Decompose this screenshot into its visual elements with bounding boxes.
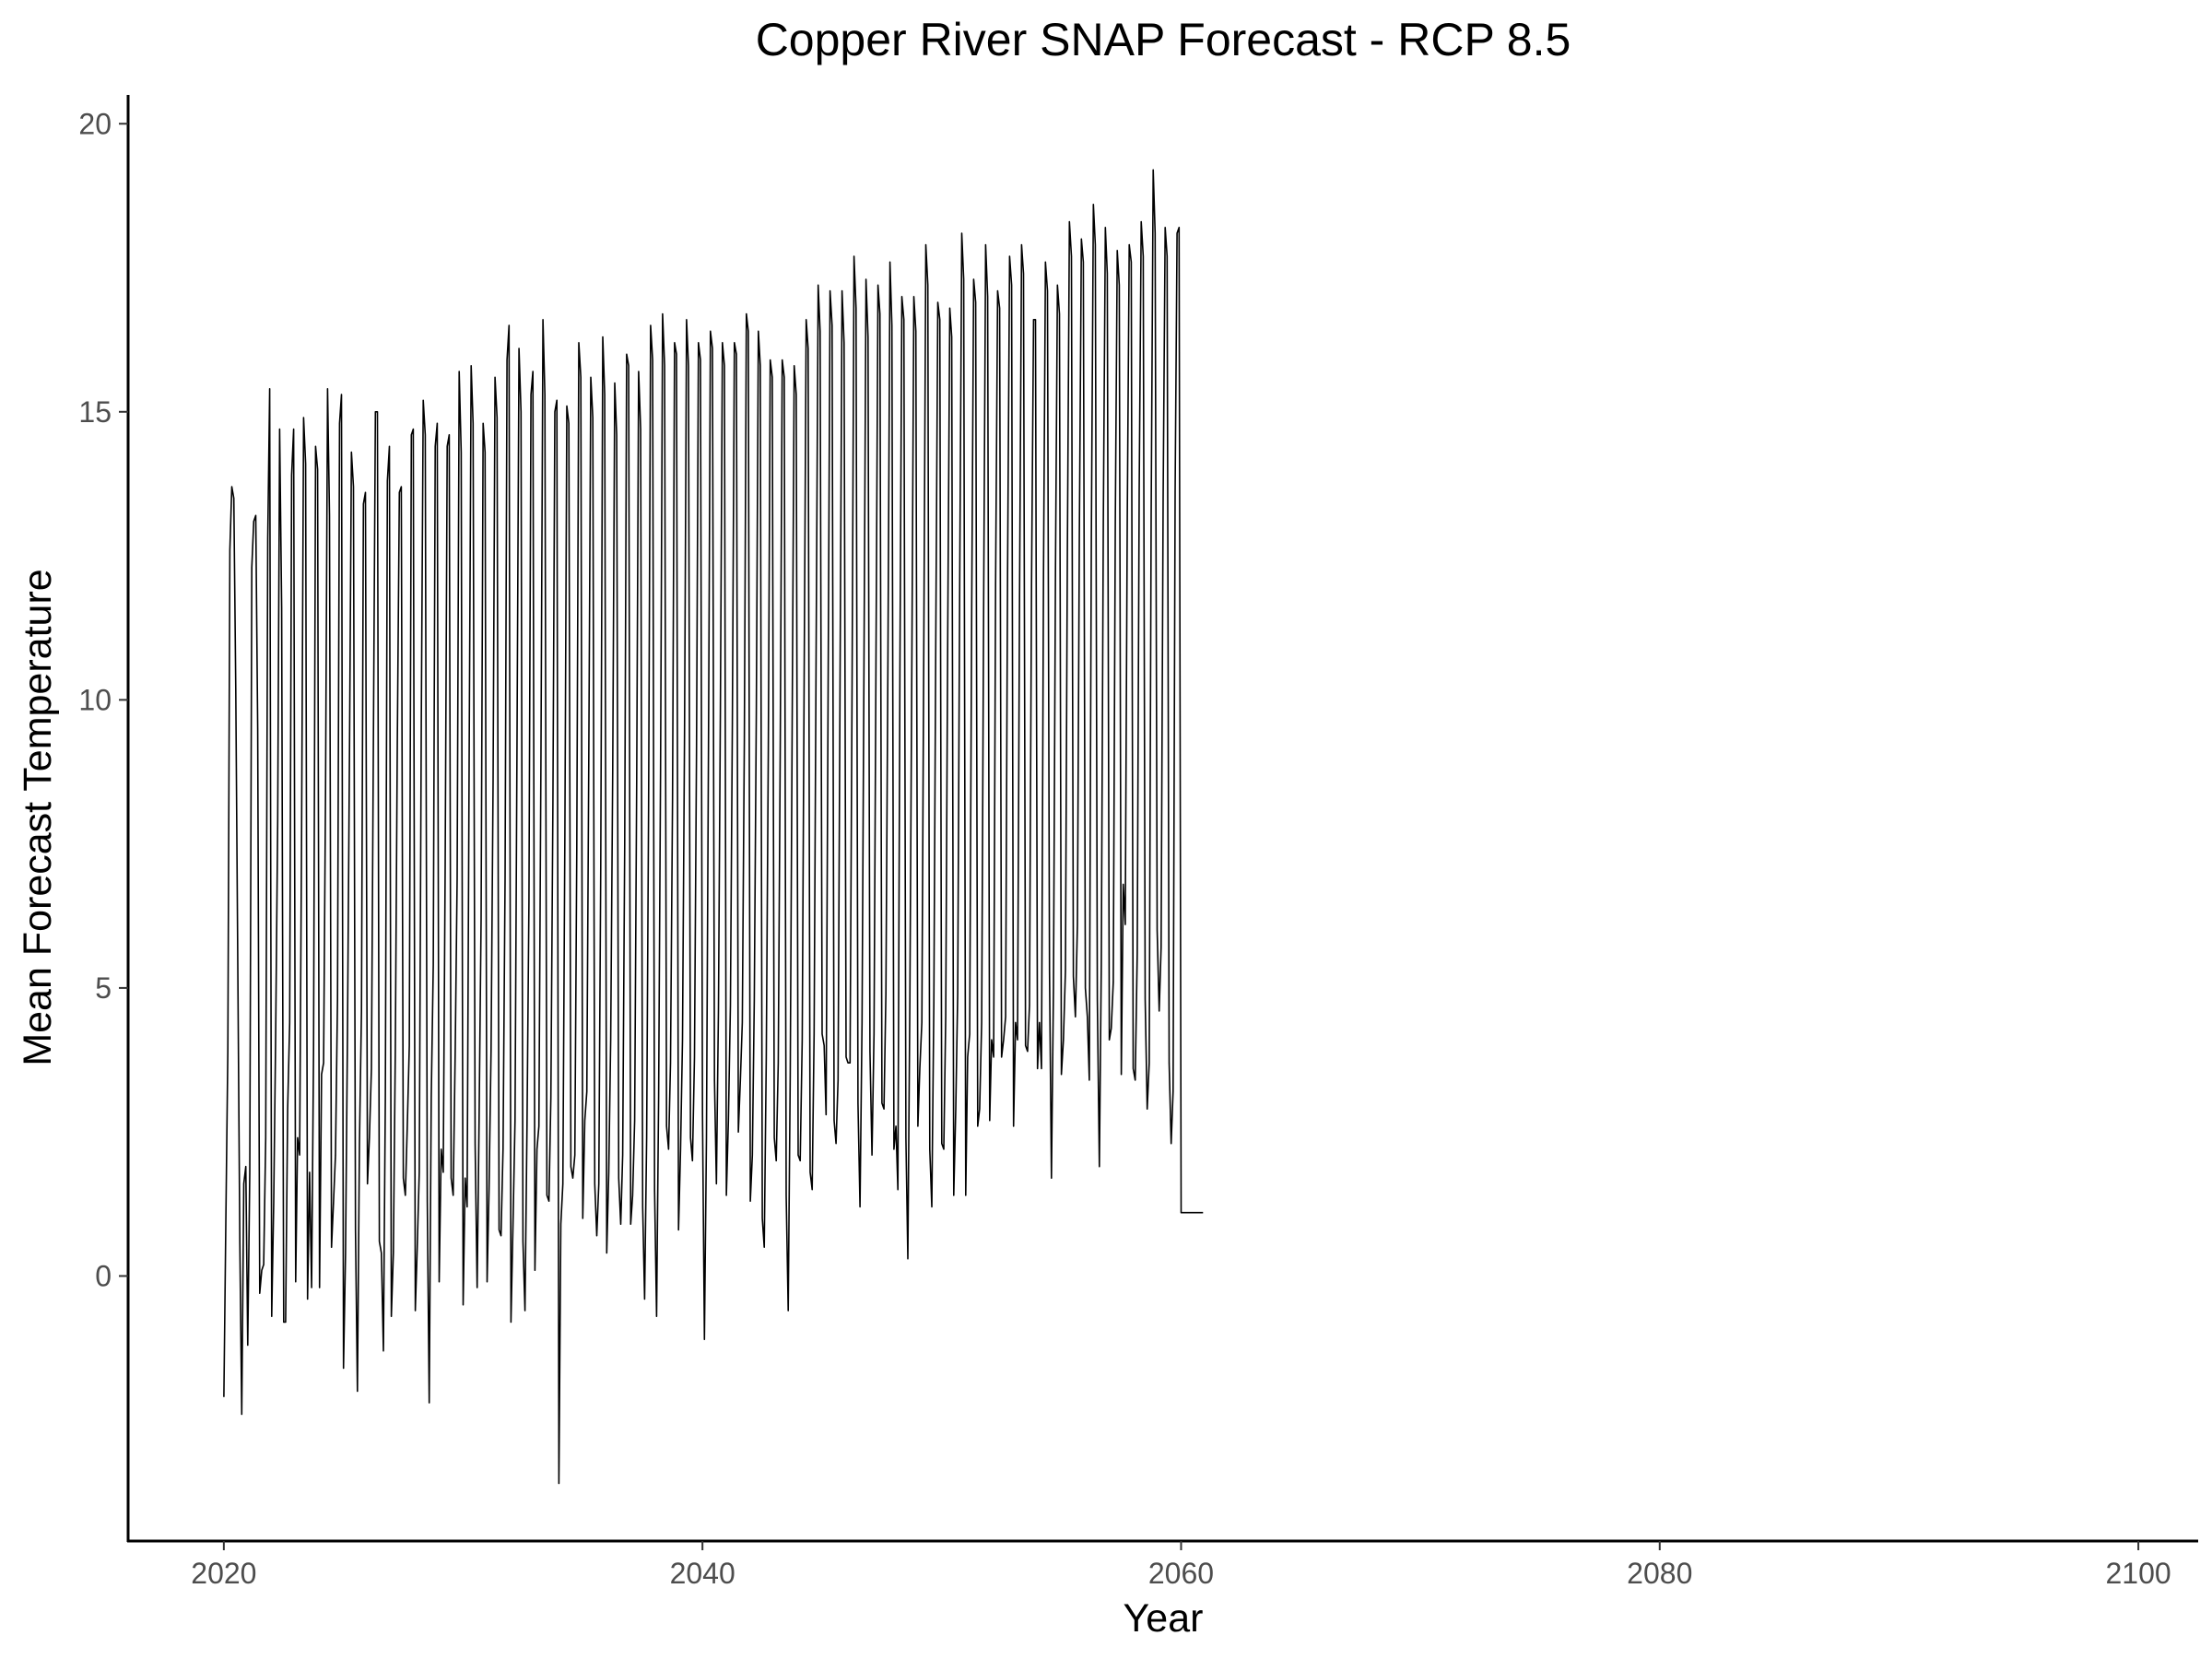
x-tick-label: 2060 xyxy=(1148,1557,1214,1590)
chart-title: Copper River SNAP Forecast - RCP 8.5 xyxy=(756,14,1571,65)
y-tick-label: 10 xyxy=(78,683,112,716)
x-tick-label: 2020 xyxy=(191,1557,256,1590)
y-tick-label: 0 xyxy=(95,1259,112,1292)
x-axis-title: Year xyxy=(1124,1596,1204,1641)
temperature-series-line xyxy=(223,169,1204,1485)
y-tick-label: 5 xyxy=(95,971,112,1005)
series-layer xyxy=(223,169,1204,1485)
y-tick-label: 20 xyxy=(78,107,112,140)
x-tick-label: 2100 xyxy=(2105,1557,2171,1590)
x-tick-label: 2080 xyxy=(1627,1557,1692,1590)
axes xyxy=(126,95,2198,1543)
y-axis-title: Mean Forecast Temperature xyxy=(16,569,60,1065)
x-tick-label: 2040 xyxy=(670,1557,735,1590)
y-tick-label: 15 xyxy=(78,395,112,429)
x-ticks: 2020 2040 2060 2080 2100 xyxy=(191,1541,2171,1590)
y-ticks: 0 5 10 15 20 xyxy=(78,107,128,1292)
